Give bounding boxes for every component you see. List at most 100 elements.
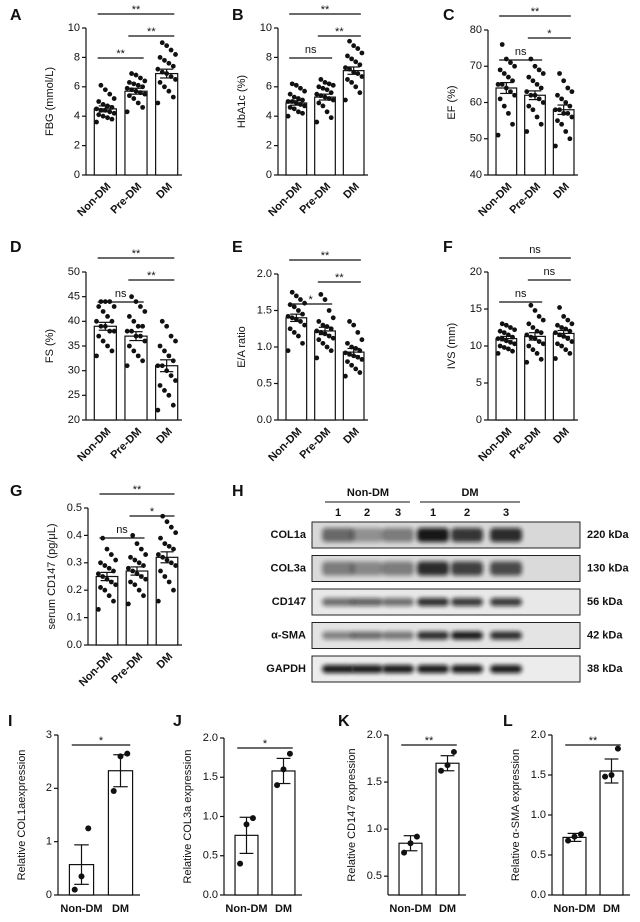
data-point xyxy=(142,78,148,84)
significance-label: ** xyxy=(335,272,344,284)
significance-label: * xyxy=(263,738,268,750)
blot-band xyxy=(490,631,522,640)
y-tick-label: 0.2 xyxy=(67,584,82,596)
blot-band xyxy=(490,665,522,673)
data-point xyxy=(343,373,348,379)
panel-letter: I xyxy=(8,713,12,730)
data-point xyxy=(128,579,133,585)
x-tick-label: DM xyxy=(439,903,456,915)
data-point xyxy=(526,343,532,349)
data-point xyxy=(343,350,348,356)
data-point xyxy=(102,87,108,93)
data-point xyxy=(85,825,92,832)
data-point xyxy=(353,366,359,372)
blot-band xyxy=(322,665,354,673)
x-tick-label: Non-DM xyxy=(389,903,431,915)
data-point xyxy=(129,294,134,300)
data-point xyxy=(126,314,132,319)
blot-band xyxy=(451,631,483,640)
data-point xyxy=(295,308,301,313)
x-tick-label: Non-DM xyxy=(553,903,595,915)
data-point xyxy=(569,339,575,344)
bar xyxy=(435,762,460,896)
y-tick-label: 40 xyxy=(68,315,80,327)
data-point xyxy=(357,370,363,375)
data-point xyxy=(128,554,133,560)
y-tick-label: 6 xyxy=(74,81,80,93)
data-point xyxy=(320,322,326,328)
data-point xyxy=(142,309,148,314)
data-point xyxy=(345,359,350,364)
x-tick-label: DM xyxy=(341,181,362,202)
data-point xyxy=(100,113,106,119)
data-point xyxy=(553,143,558,149)
y-tick-label: 0.5 xyxy=(203,850,218,862)
blot-band xyxy=(490,528,522,542)
y-tick-label: 45 xyxy=(68,291,80,303)
y-tick-label: 0.5 xyxy=(67,502,82,514)
data-point xyxy=(351,43,357,49)
data-point xyxy=(569,114,575,120)
y-tick-label: 10 xyxy=(260,22,272,34)
data-point xyxy=(326,308,332,313)
data-point xyxy=(318,330,324,335)
blot-band xyxy=(417,631,449,640)
data-point xyxy=(173,338,178,344)
y-tick-label: 4 xyxy=(74,110,80,122)
data-point xyxy=(355,46,361,51)
blot-band xyxy=(351,598,383,606)
data-point xyxy=(100,338,106,344)
data-point xyxy=(353,59,359,65)
data-point xyxy=(320,340,326,346)
data-point xyxy=(94,318,99,324)
blot-band xyxy=(382,631,414,640)
data-point xyxy=(495,132,501,138)
error-bar xyxy=(276,757,291,785)
x-tick-label: Non-DM xyxy=(225,903,267,915)
data-point xyxy=(300,110,305,116)
error-bar xyxy=(74,844,89,885)
data-point xyxy=(508,60,513,66)
bar xyxy=(599,770,624,896)
data-point xyxy=(168,524,174,530)
y-axis-label: FBG (mmol/L) xyxy=(44,67,56,136)
data-point xyxy=(357,90,363,96)
data-point xyxy=(138,333,143,339)
error-bar xyxy=(528,332,542,341)
data-point xyxy=(170,402,176,408)
error-bar xyxy=(528,90,542,101)
data-point xyxy=(285,348,291,354)
y-tick-label: 8 xyxy=(74,51,80,63)
data-point xyxy=(357,62,363,68)
y-tick-label: 1.5 xyxy=(367,776,382,788)
data-point xyxy=(345,340,350,346)
data-point xyxy=(538,85,544,91)
data-point xyxy=(162,348,167,354)
data-point xyxy=(499,336,505,341)
data-point xyxy=(98,585,103,590)
data-point xyxy=(298,297,303,302)
data-point xyxy=(563,347,569,353)
y-tick-label: 8 xyxy=(266,51,272,63)
blot-band xyxy=(322,598,354,606)
data-point xyxy=(553,330,558,336)
blot-band xyxy=(417,561,449,576)
x-tick-label: Pre-DM xyxy=(297,181,333,217)
error-bar xyxy=(567,832,582,843)
data-point xyxy=(351,322,357,328)
data-point xyxy=(316,337,322,343)
data-point xyxy=(499,321,505,327)
data-point xyxy=(530,78,536,84)
data-point xyxy=(343,65,348,71)
y-tick-label: 3 xyxy=(46,729,52,741)
y-axis-label: IVS (mm) xyxy=(446,323,458,369)
data-point xyxy=(508,89,513,95)
data-point xyxy=(94,119,99,125)
data-point xyxy=(291,304,297,310)
y-axis-label: HbA1c (%) xyxy=(236,75,248,128)
y-tick-label: 0.3 xyxy=(67,557,82,569)
data-point xyxy=(530,325,536,330)
data-point xyxy=(324,344,330,350)
panel-letter: H xyxy=(232,483,244,500)
data-point xyxy=(173,563,179,568)
